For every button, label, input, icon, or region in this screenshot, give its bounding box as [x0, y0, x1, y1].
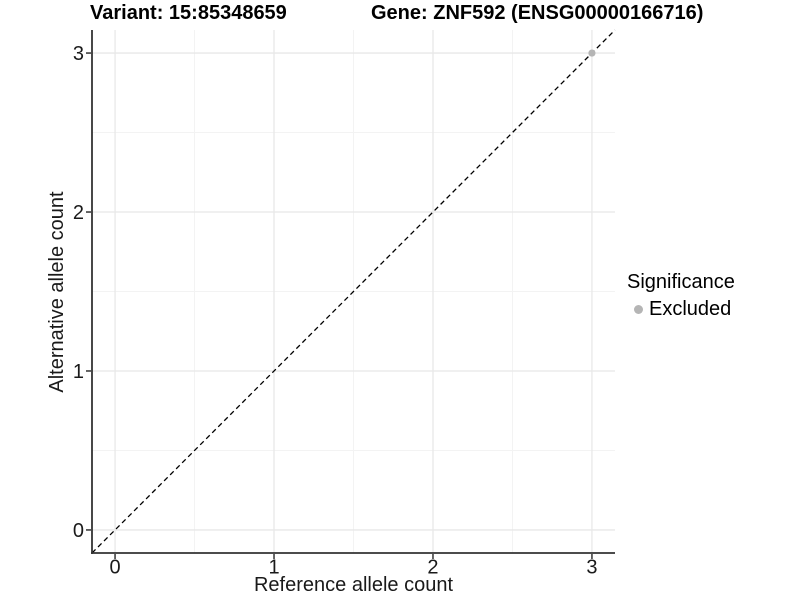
gene-title: Gene: ZNF592 (ENSG00000166716) — [371, 2, 704, 24]
legend-point-swatch — [634, 305, 643, 314]
legend-title: Significance — [627, 271, 735, 293]
y-tick-label: 2 — [73, 202, 84, 224]
y-axis-title: Alternative allele count — [46, 191, 68, 393]
y-tick-label: 3 — [73, 43, 84, 65]
x-tick-label: 0 — [109, 557, 120, 579]
x-tick-label: 1 — [268, 557, 279, 579]
y-tick-label: 1 — [73, 361, 84, 383]
y-tick-label: 0 — [73, 520, 84, 542]
identity-line — [91, 29, 616, 554]
legend: Significance Excluded — [627, 269, 735, 321]
data-point — [588, 49, 596, 57]
x-axis-title: Reference allele count — [253, 574, 453, 596]
x-tick-label: 3 — [586, 557, 597, 579]
legend-item-excluded: Excluded — [627, 298, 735, 321]
x-tick-label: 2 — [427, 557, 438, 579]
variant-title: Variant: 15:85348659 — [90, 2, 287, 24]
legend-item-label: Excluded — [649, 298, 732, 320]
